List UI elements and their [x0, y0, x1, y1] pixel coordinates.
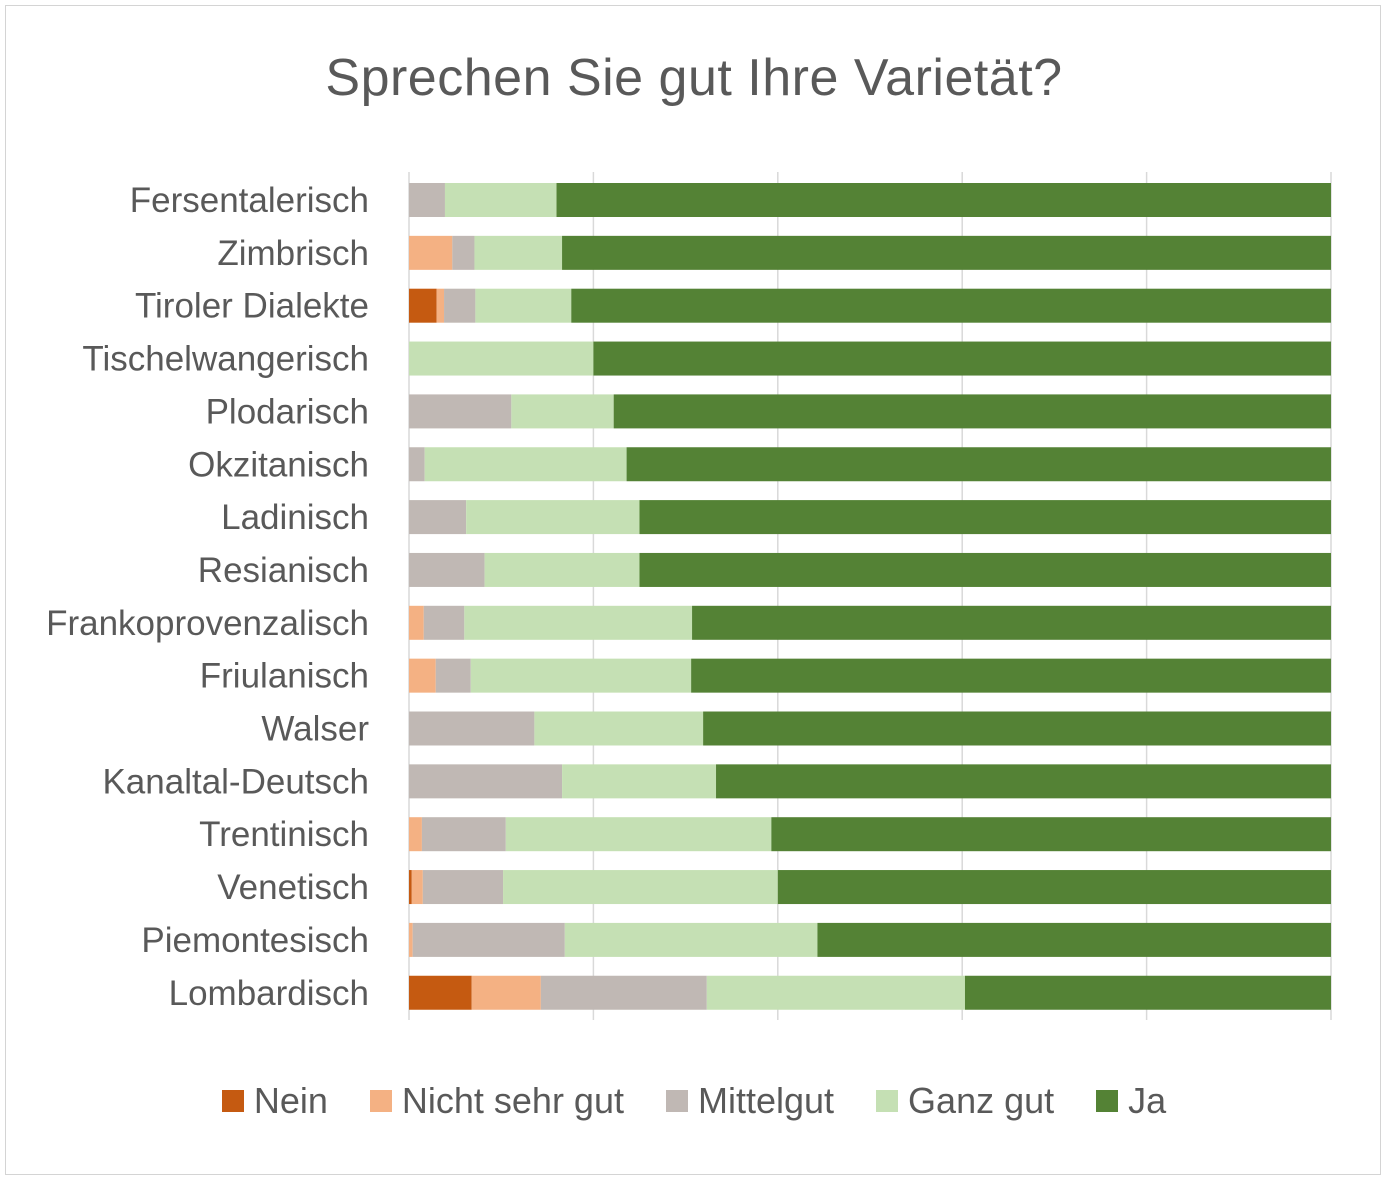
- bar-segment-ganz-gut: [474, 235, 563, 270]
- bar-segment-ja: [562, 235, 1331, 270]
- category-label: Walser: [261, 710, 369, 749]
- bar-segment-nicht-sehr-gut: [409, 658, 436, 693]
- category-label: Venetisch: [217, 868, 369, 907]
- bar-segment-mittelgut: [452, 235, 475, 270]
- bar-segment-ja: [556, 183, 1331, 217]
- bar-segment-mittelgut: [409, 552, 485, 587]
- bar-segment-ganz-gut: [706, 975, 965, 1010]
- bar-segment-mittelgut: [421, 817, 506, 852]
- legend-label: Nein: [253, 1080, 328, 1121]
- bar-segment-ja: [639, 552, 1331, 587]
- bar-segment-nicht-sehr-gut: [471, 975, 541, 1010]
- bar-segment-ja: [964, 975, 1331, 1010]
- bar-segment-ja: [692, 605, 1331, 640]
- bar-segment-ja: [691, 658, 1331, 693]
- legend-label: Mittelgut: [697, 1080, 835, 1121]
- legend-swatch: [369, 1090, 392, 1112]
- bar-segment-ganz-gut: [534, 711, 704, 746]
- category-label: Plodarisch: [206, 392, 369, 431]
- bar-segment-ganz-gut: [444, 183, 557, 217]
- bar-segment-mittelgut: [409, 711, 535, 746]
- category-label: Tischelwangerisch: [82, 340, 369, 379]
- category-label: Lombardisch: [169, 974, 369, 1013]
- category-label: Frankoprovenzalisch: [46, 604, 369, 643]
- bar-segment-mittelgut: [409, 447, 425, 482]
- bar-segment-nicht-sehr-gut: [409, 922, 413, 957]
- legend-label: Nicht sehr gut: [401, 1080, 624, 1121]
- bar-segment-ganz-gut: [564, 922, 818, 957]
- bar-segment-ja: [716, 764, 1331, 799]
- legend-label: Ganz gut: [908, 1080, 1055, 1121]
- legend-swatch: [221, 1090, 244, 1112]
- bar-segment-ganz-gut: [562, 764, 717, 799]
- bar-segment-mittelgut: [435, 658, 471, 693]
- bar-segment-mittelgut: [409, 764, 563, 799]
- bar-segment-mittelgut: [409, 394, 512, 429]
- bar-segment-nicht-sehr-gut: [409, 235, 453, 270]
- category-label: Fersentalerisch: [130, 181, 369, 220]
- bar-segment-ganz-gut: [475, 288, 572, 323]
- legend-item: Mittelgut: [665, 1080, 835, 1122]
- category-label: Resianisch: [198, 551, 369, 590]
- legend-swatch: [1096, 1090, 1119, 1112]
- bar-segment-mittelgut: [409, 183, 445, 217]
- category-label: Zimbrisch: [217, 234, 369, 273]
- bar-segment-nein: [409, 975, 472, 1010]
- bar-segment-ganz-gut: [409, 341, 594, 376]
- chart-frame: [5, 5, 1381, 1175]
- bar-segment-ganz-gut: [424, 447, 627, 482]
- legend-swatch: [876, 1090, 899, 1112]
- bar-segment-ja: [639, 500, 1331, 535]
- bar-segment-ja: [571, 288, 1331, 323]
- bar-segment-nein: [409, 288, 437, 323]
- bar-segment-nein: [409, 870, 412, 905]
- bar-segment-mittelgut: [540, 975, 707, 1010]
- legend-item: Nicht sehr gut: [369, 1080, 624, 1122]
- bar-segment-ja: [771, 817, 1331, 852]
- bar-segment-mittelgut: [409, 500, 467, 535]
- bar-segment-ganz-gut: [470, 658, 692, 693]
- bar-segment-nicht-sehr-gut: [436, 288, 445, 323]
- bar-segment-ja: [593, 341, 1331, 376]
- category-label: Ladinisch: [221, 498, 369, 537]
- bar-segment-ja: [613, 394, 1331, 429]
- bar-segment-nicht-sehr-gut: [411, 870, 423, 905]
- category-label: Piemontesisch: [141, 921, 369, 960]
- bar-segment-ganz-gut: [484, 552, 640, 587]
- legend-item: Ja: [1096, 1080, 1166, 1122]
- category-label: Tiroler Dialekte: [135, 287, 369, 326]
- category-label: Friulanisch: [200, 657, 369, 696]
- bar-segment-nicht-sehr-gut: [409, 817, 422, 852]
- bar-segment-mittelgut: [422, 870, 504, 905]
- legend-label: Ja: [1128, 1080, 1167, 1121]
- bar-segment-ja: [703, 711, 1331, 746]
- legend-item: Nein: [221, 1080, 328, 1122]
- bar-segment-ja: [817, 922, 1331, 957]
- bar-segment-ganz-gut: [511, 394, 614, 429]
- legend-item: Ganz gut: [876, 1080, 1054, 1122]
- bar-segment-ganz-gut: [466, 500, 640, 535]
- bar-segment-ganz-gut: [505, 817, 772, 852]
- bar-segment-mittelgut: [423, 605, 465, 640]
- category-label: Kanaltal-Deutsch: [102, 762, 369, 801]
- bar-segment-mittelgut: [412, 922, 565, 957]
- bar-segment-mittelgut: [444, 288, 476, 323]
- bar-segment-ganz-gut: [503, 870, 778, 905]
- legend-swatch: [665, 1090, 688, 1112]
- chart-legend: Nein Nicht sehr gut Mittelgut Ganz gut Ja: [0, 1080, 1388, 1122]
- bar-segment-nicht-sehr-gut: [409, 605, 424, 640]
- bar-segment-ja: [626, 447, 1331, 482]
- category-label: Trentinisch: [199, 815, 369, 854]
- chart-title: Sprechen Sie gut Ihre Varietät?: [325, 49, 1063, 107]
- bar-segment-ganz-gut: [464, 605, 693, 640]
- category-label: Okzitanisch: [188, 445, 369, 484]
- bar-segment-ja: [777, 870, 1331, 905]
